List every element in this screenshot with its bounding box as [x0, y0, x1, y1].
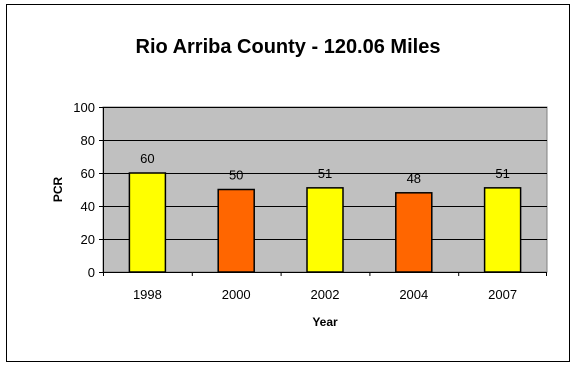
x-axis-label: Year: [312, 315, 338, 329]
y-tick-label: 20: [81, 232, 95, 247]
y-tick-label: 40: [81, 199, 95, 214]
y-tick-label: 100: [73, 100, 95, 115]
bar-2004: [395, 192, 433, 273]
bar-2007: [483, 187, 522, 273]
y-axis-label: PCR: [51, 177, 65, 203]
plot-area: 0 20 40 60 80 100 60 1998 50 2000 51 2002 48 2004 51 20…: [73, 100, 548, 302]
y-tick-label: 60: [81, 166, 95, 181]
chart-title: Rio Arriba County - 120.06 Miles: [136, 36, 441, 58]
bar-1998: [128, 172, 167, 273]
data-label-2000: 50: [229, 168, 243, 183]
data-label-1998: 60: [140, 151, 154, 166]
bar-2002: [306, 187, 344, 273]
y-tick-label: 80: [81, 133, 95, 148]
data-label-2004: 48: [407, 171, 421, 186]
bar-chart: Rio Arriba County - 120.06 Miles PCR Yea…: [51, 36, 548, 329]
data-label-2007: 51: [495, 166, 509, 181]
x-tick-label-2007: 2007: [488, 287, 517, 302]
x-tick-label-1998: 1998: [133, 287, 162, 302]
x-tick-label-2004: 2004: [399, 287, 428, 302]
x-tick-label-2002: 2002: [311, 287, 340, 302]
x-tick-label-2000: 2000: [222, 287, 251, 302]
y-tick-label: 0: [88, 265, 95, 280]
bar-2000: [217, 188, 255, 273]
data-label-2002: 51: [318, 166, 332, 181]
chart-frame: Rio Arriba County - 120.06 Miles PCR Yea…: [6, 4, 570, 362]
